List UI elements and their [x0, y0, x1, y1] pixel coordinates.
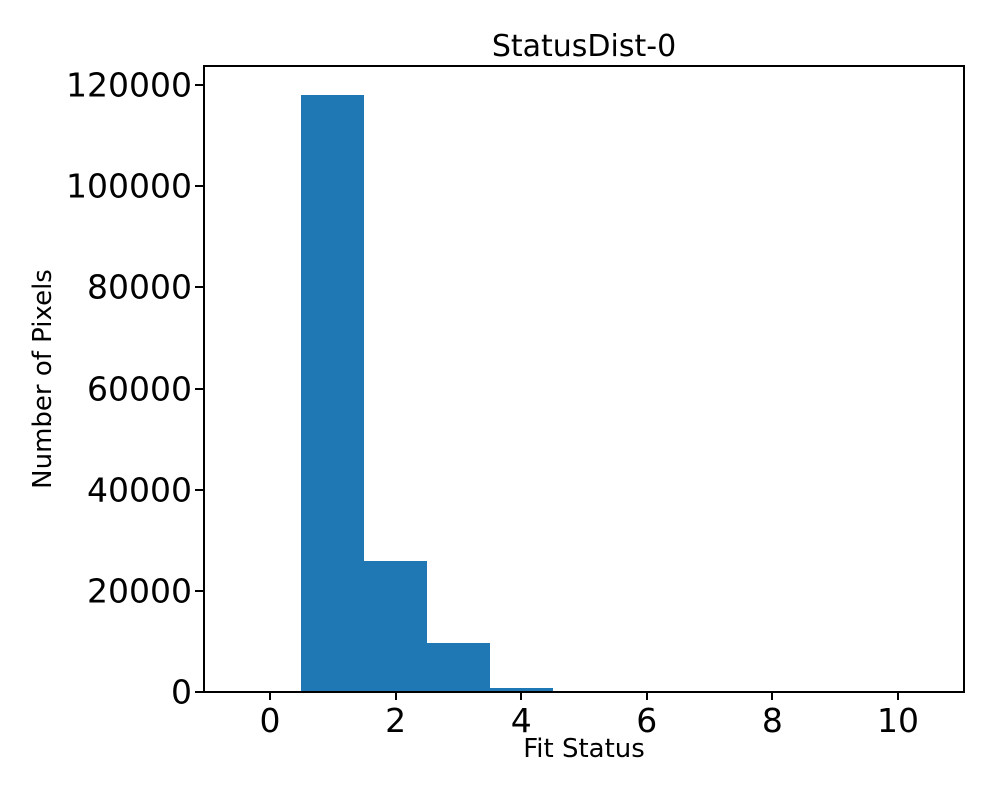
histogram-bar — [489, 688, 553, 692]
histogram-bar — [364, 561, 427, 692]
y-tick-label: 80000 — [87, 267, 192, 307]
x-tick-label: 4 — [510, 701, 532, 740]
y-tick-label: 40000 — [87, 470, 192, 510]
x-tick-mark — [897, 692, 899, 700]
y-tick-label: 20000 — [87, 571, 192, 611]
y-tick-mark — [195, 387, 203, 390]
x-tick-label: 6 — [636, 701, 658, 740]
y-tick-mark — [195, 589, 203, 592]
x-tick-mark — [269, 692, 271, 700]
x-tick-label: 8 — [761, 701, 783, 740]
y-tick-mark — [195, 84, 203, 86]
x-tick-label: 2 — [385, 701, 407, 740]
y-tick-label: 60000 — [87, 369, 192, 408]
y-tick-mark — [195, 488, 203, 491]
y-tick-mark — [195, 691, 203, 693]
x-tick-mark — [645, 692, 648, 700]
x-tick-mark — [394, 692, 397, 700]
y-tick-label: 0 — [171, 672, 192, 712]
y-tick-label: 100000 — [66, 166, 192, 206]
x-tick-mark — [520, 692, 523, 700]
x-tick-label: 0 — [259, 701, 281, 740]
y-axis-label: Number of Pixels — [28, 269, 58, 489]
histogram-bar — [301, 95, 365, 692]
x-tick-label: 10 — [877, 701, 919, 740]
x-tick-mark — [771, 692, 774, 700]
x-axis-label: Fit Status — [523, 734, 645, 764]
y-tick-label: 120000 — [66, 65, 192, 105]
chart-title: StatusDist-0 — [491, 29, 677, 64]
y-tick-mark — [195, 185, 203, 188]
y-tick-mark — [195, 286, 203, 289]
histogram-bar — [427, 642, 490, 692]
